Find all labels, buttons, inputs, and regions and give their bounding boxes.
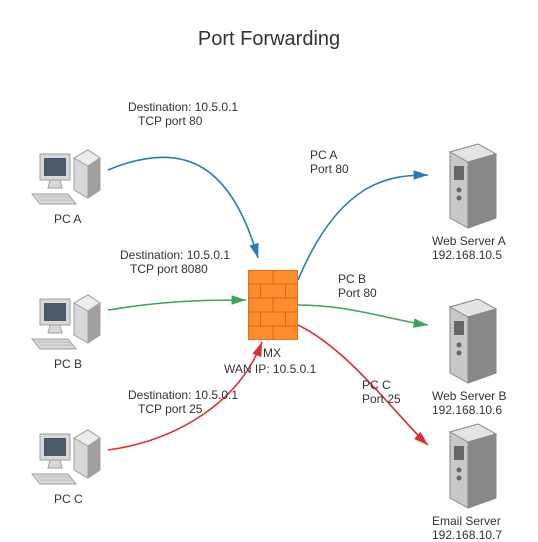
flow-out-2-label1: PC C [362,378,391,392]
flow-in-2-label2: TCP port 25 [138,402,202,416]
web-a-icon [430,140,510,245]
flow-out-2-label2: Port 25 [362,392,401,406]
flow-in-1 [108,300,246,310]
firewall-icon [248,270,298,345]
flow-in-0 [108,157,258,258]
flow-out-1 [298,305,428,325]
firewall-label1: MX [263,346,281,360]
email-label2: 192.168.10.7 [432,528,502,542]
flow-out-0-label1: PC A [310,148,337,162]
flow-in-0-label1: Destination: 10.5.0.1 [128,100,238,114]
pc-c-label: PC C [54,492,83,506]
email-icon [430,420,510,525]
web-a-label1: Web Server A [432,234,506,248]
web-b-label2: 192.168.10.6 [432,403,502,417]
flow-in-0-label2: TCP port 80 [138,114,202,128]
flow-out-0-label2: Port 80 [310,162,349,176]
flow-out-1-label1: PC B [338,272,366,286]
flow-in-1-label2: TCP port 8080 [130,262,208,276]
flow-out-1-label2: Port 80 [338,286,377,300]
flow-in-2-label1: Destination: 10.5.0.1 [128,388,238,402]
web-a-label2: 192.168.10.5 [432,248,502,262]
pc-b-label: PC B [54,357,82,371]
web-b-icon [430,295,510,400]
email-label1: Email Server [432,514,501,528]
web-b-label1: Web Server B [432,389,506,403]
flow-in-1-label1: Destination: 10.5.0.1 [120,248,230,262]
diagram-title: Port Forwarding [198,28,340,51]
pc-a-label: PC A [54,212,81,226]
flow-out-0 [298,175,428,280]
firewall-label2: WAN IP: 10.5.0.1 [224,362,316,376]
